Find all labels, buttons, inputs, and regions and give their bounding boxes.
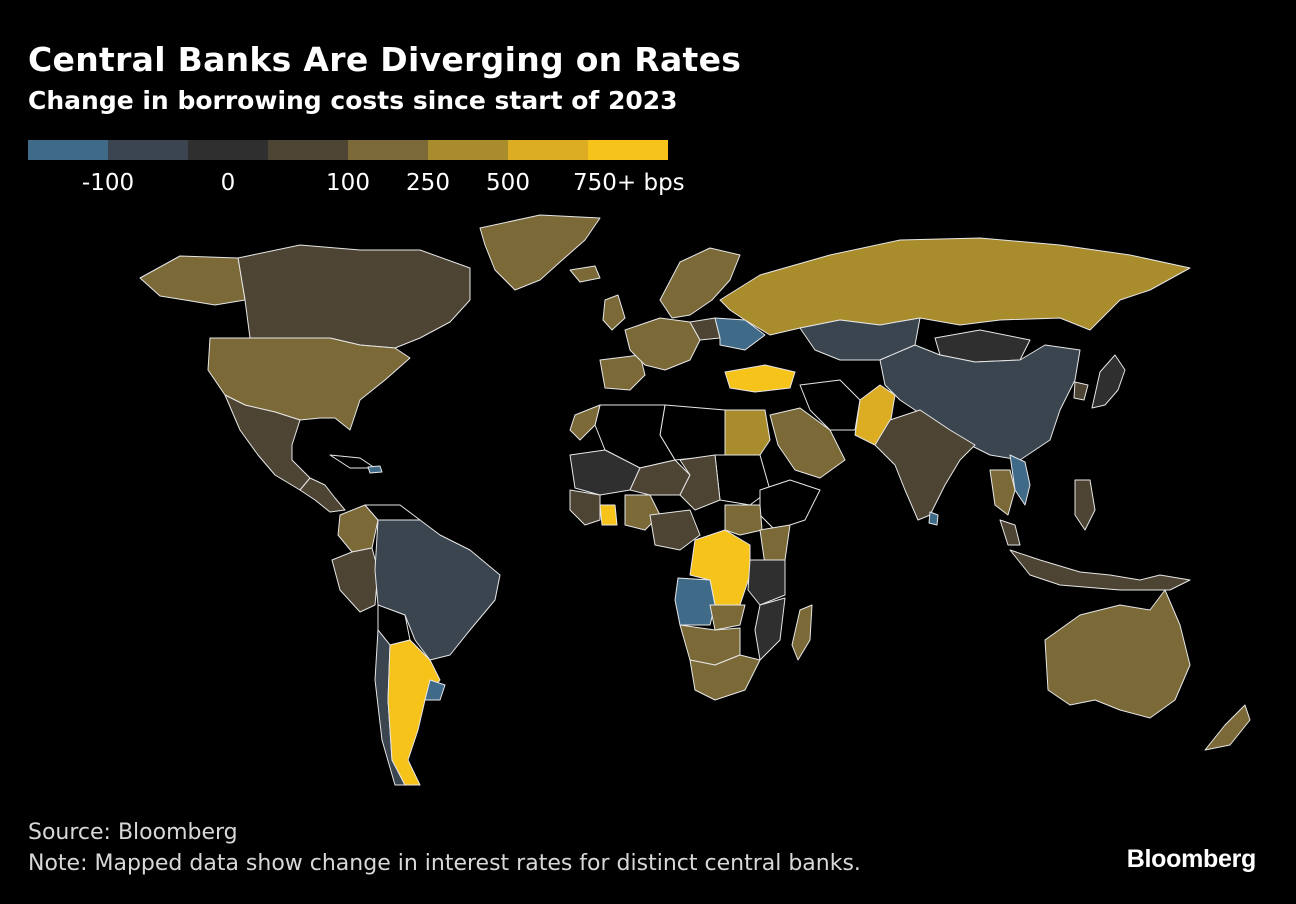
legend-bar — [28, 140, 668, 160]
legend-swatch-3 — [188, 140, 268, 160]
country-vietnam[interactable] — [1009, 454, 1031, 506]
country-eurozone[interactable] — [624, 317, 701, 371]
legend-swatch-4 — [268, 140, 348, 160]
methodology-note: Note: Mapped data show change in interes… — [28, 851, 861, 876]
country-india[interactable] — [874, 409, 976, 521]
country-sri-lanka[interactable] — [928, 511, 939, 526]
legend-swatch-7 — [508, 140, 588, 160]
country-kenya[interactable] — [759, 524, 791, 566]
legend-tick-250: 250 — [406, 170, 450, 196]
country-ghana[interactable] — [599, 504, 618, 526]
country-alaska-us[interactable] — [139, 255, 246, 306]
legend-swatch-1 — [28, 140, 108, 160]
legend-swatch-6 — [428, 140, 508, 160]
country-tanzania[interactable] — [747, 559, 786, 606]
source-note: Source: Bloomberg — [28, 820, 238, 845]
country-mozambique[interactable] — [754, 597, 786, 661]
country-australia[interactable] — [1044, 589, 1191, 719]
country-iberia-euro[interactable] — [599, 354, 646, 391]
country-cuba[interactable] — [329, 454, 376, 469]
chart-title: Central Banks Are Diverging on Rates — [28, 40, 742, 79]
country-south-africa[interactable] — [689, 654, 761, 701]
country-chad[interactable] — [679, 454, 721, 511]
world-choropleth-map — [139, 214, 1251, 786]
country-south-korea[interactable] — [1073, 381, 1089, 401]
country-egypt[interactable] — [724, 409, 771, 456]
legend-tick-100: 100 — [326, 170, 370, 196]
country-west-africa-coast[interactable] — [569, 489, 601, 526]
country-thailand[interactable] — [989, 469, 1016, 516]
country-uruguay[interactable] — [424, 679, 446, 701]
country-russia[interactable] — [719, 237, 1191, 336]
chart-subtitle: Change in borrowing costs since start of… — [28, 86, 678, 115]
color-legend: -100 0 100 250 500 750+ bps — [28, 140, 685, 200]
legend-swatch-5 — [348, 140, 428, 160]
legend-tick-minus-100: -100 — [81, 170, 135, 196]
country-peru[interactable] — [331, 547, 379, 613]
legend-tick-500: 500 — [486, 170, 530, 196]
country-saudi-arabia[interactable] — [769, 407, 846, 479]
country-malaysia[interactable] — [999, 519, 1021, 546]
legend-tick-750-plus: 750+ bps — [573, 170, 685, 196]
country-mexico[interactable] — [224, 394, 311, 491]
legend-swatch-2 — [108, 140, 188, 160]
country-dominican-republic[interactable] — [367, 465, 383, 474]
country-central-america[interactable] — [299, 477, 346, 513]
country-canada[interactable] — [237, 244, 471, 349]
country-zambia[interactable] — [709, 604, 746, 631]
country-south-sudan[interactable] — [724, 504, 763, 536]
country-cameroon-region[interactable] — [649, 509, 701, 551]
country-ethiopia[interactable] — [759, 479, 821, 531]
country-united-kingdom[interactable] — [602, 294, 626, 331]
country-new-zealand[interactable] — [1204, 704, 1251, 751]
country-greenland[interactable] — [479, 214, 601, 291]
country-scandinavia[interactable] — [659, 247, 741, 319]
country-angola[interactable] — [674, 577, 716, 626]
country-iran[interactable] — [799, 379, 861, 431]
country-philippines[interactable] — [1074, 479, 1096, 531]
bloomberg-logo: Bloomberg — [1126, 845, 1257, 873]
country-turkey[interactable] — [724, 364, 796, 393]
legend-swatch-8 — [588, 140, 668, 160]
country-morocco[interactable] — [569, 404, 601, 441]
country-madagascar[interactable] — [791, 604, 813, 661]
country-iceland[interactable] — [569, 265, 601, 283]
country-argentina[interactable] — [387, 639, 441, 786]
country-japan[interactable] — [1091, 354, 1126, 409]
legend-tick-0: 0 — [220, 170, 236, 196]
country-indonesia[interactable] — [1009, 549, 1191, 591]
